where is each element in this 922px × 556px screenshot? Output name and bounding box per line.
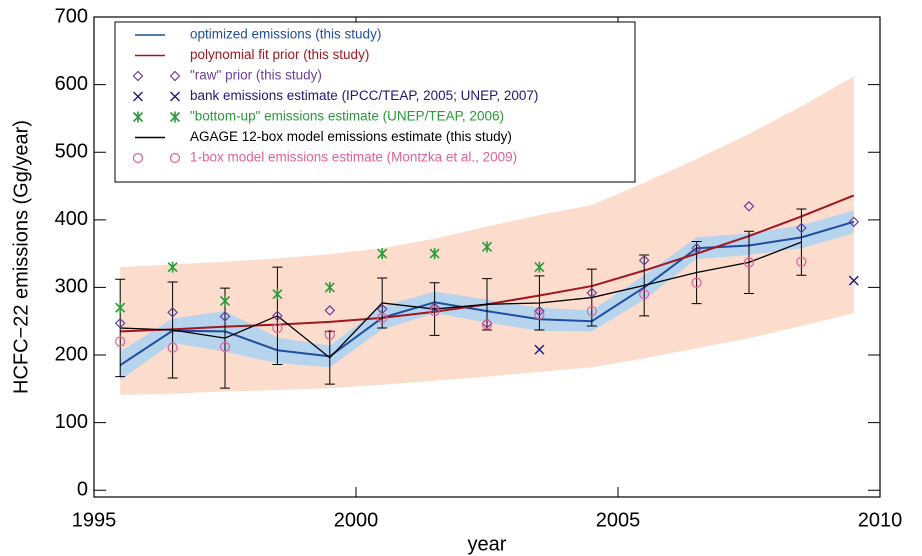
circle-marker [167,342,178,353]
error-bar [377,277,388,329]
x-axis-label: year [468,533,507,555]
diamond-marker [534,305,545,317]
diamond-marker [324,305,336,316]
asterisk-marker [272,288,283,300]
error-bar [429,282,440,336]
diamond-marker [132,70,144,82]
legend-label: AGAGE 12-box model emissions estimate (t… [190,129,512,144]
asterisk-marker [132,111,144,123]
y-tick-label: 300 [55,276,88,298]
asterisk-marker [481,241,493,253]
circle-marker [586,305,597,317]
circle-marker [132,152,144,164]
circle-marker [534,309,545,320]
circle-marker [639,289,650,300]
x-tick-label: 2010 [858,509,903,531]
legend-label: "bottom-up" emissions estimate (UNEP/TEA… [190,109,504,124]
legend-label: bank emissions estimate (IPCC/TEAP, 2005… [190,88,538,103]
diamond-marker [429,302,440,314]
y-tick-label: 700 [55,5,88,27]
legend-label: polynomial fit prior (this study) [190,47,369,62]
error-bar [744,230,754,295]
error-bar [534,275,545,331]
y-tick-label: 200 [55,343,88,365]
x-tick-label: 1995 [72,509,117,531]
legend-box [114,21,636,183]
circle-marker [272,322,283,334]
x-marker [534,344,545,355]
asterisk-marker [219,295,231,307]
diamond-marker [848,216,860,228]
asterisk-marker [169,111,181,123]
uncertainty-band [120,76,854,395]
diamond-marker [743,200,755,212]
asterisk-marker [429,248,440,260]
error-bar [482,278,492,331]
plot-frame [93,16,881,498]
diamond-marker [219,311,231,322]
circle-marker [324,329,335,340]
y-axis-label: HCFC−22 emissions (Gg/year) [10,120,32,394]
diamond-marker [169,70,181,82]
asterisk-marker [324,281,335,293]
x-tick-label: 2000 [334,509,379,531]
error-bar [796,208,807,276]
x-tick-label: 2005 [596,509,641,531]
y-tick-label: 0 [77,479,88,501]
series-line [120,241,802,359]
diamond-marker [167,307,178,318]
x-marker [170,91,180,102]
asterisk-marker [377,248,388,260]
x-marker [133,91,143,102]
diamond-marker [114,317,126,329]
diamond-marker [586,287,598,299]
circle-marker [691,277,702,288]
y-tick-label: 400 [55,208,88,230]
circle-marker [169,152,181,164]
diamond-marker [638,255,650,266]
asterisk-marker [534,261,545,273]
circle-marker [115,336,126,347]
legend-label: "raw" prior (this study) [190,68,322,83]
diamond-marker [691,242,702,254]
circle-marker [481,319,493,330]
y-tick-label: 100 [55,411,88,433]
circle-marker [219,341,231,353]
x-marker [848,275,859,286]
legend-label: optimized emissions (this study) [190,27,381,42]
y-tick-label: 600 [55,73,88,95]
error-bar [272,266,283,365]
circle-marker [377,312,388,323]
circle-marker [429,305,440,317]
error-bar [167,281,178,379]
circle-marker [743,257,755,268]
circle-marker [796,256,807,267]
asterisk-marker [115,302,126,314]
asterisk-marker [167,261,178,273]
error-bar [691,240,702,305]
legend-label: 1-box model emissions estimate (Montzka … [190,150,517,165]
diamond-marker [272,310,283,322]
diamond-marker [796,222,807,234]
y-tick-label: 500 [55,140,88,162]
